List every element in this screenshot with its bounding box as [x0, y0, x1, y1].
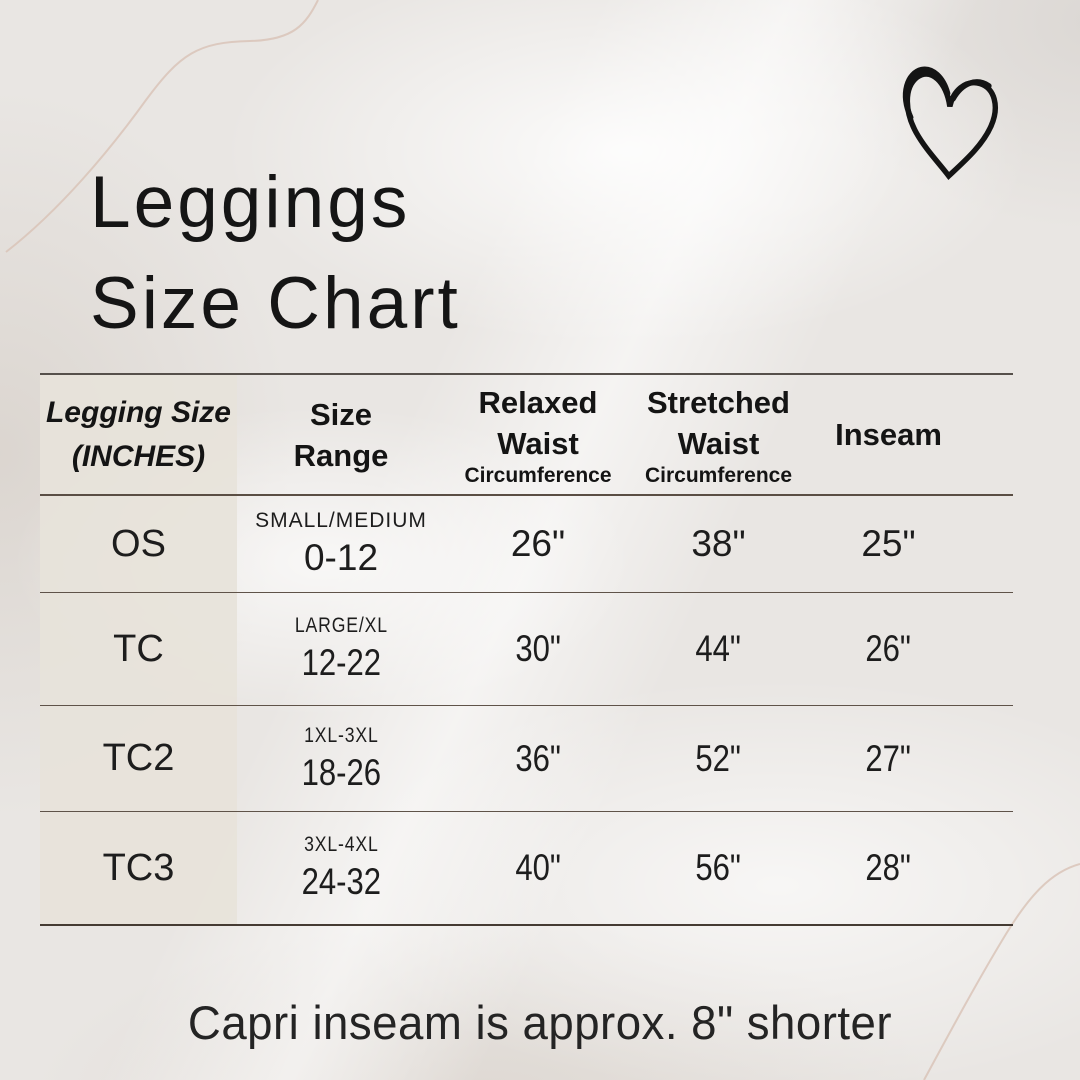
measurement-value: 26": [865, 628, 912, 669]
column-header-relaxed-waist: Relaxed Waist Circumference: [445, 375, 631, 494]
measurement-value: 40": [515, 847, 561, 888]
cell-size: OS: [40, 496, 237, 592]
header-line: Waist: [677, 425, 760, 461]
size-label: TC2: [102, 737, 175, 779]
header-subline: Circumference: [644, 463, 793, 487]
cell-stretched-waist: 56": [631, 812, 806, 924]
size-chart-table: Legging Size (INCHES) Size Range Relaxed…: [40, 373, 1013, 926]
header-line: Size: [309, 396, 373, 432]
header-line: (INCHES): [71, 439, 206, 473]
title-line-1: Leggings: [90, 162, 411, 243]
table-row-tc: TC LARGE/XL 12-22 30" 44" 26": [40, 592, 1013, 705]
range-value: 24-32: [301, 861, 381, 902]
header-line: Waist: [497, 425, 579, 461]
measurement-value: 26": [510, 523, 566, 564]
header-line: Inseam: [835, 417, 942, 452]
size-label: OS: [111, 522, 166, 565]
column-header-stretched-waist: Stretched Waist Circumference: [631, 375, 806, 494]
title-line-2: Size Chart: [90, 263, 461, 344]
header-line: Legging Size: [45, 395, 231, 429]
cell-stretched-waist: 52": [631, 706, 806, 811]
scribble-heart-icon: [902, 66, 998, 180]
measurement-value: 25": [861, 523, 916, 564]
cell-size: TC2: [40, 706, 237, 811]
range-label: SMALL/MEDIUM: [255, 509, 427, 532]
measurement-value: 28": [865, 847, 912, 888]
header-line: Range: [293, 437, 389, 473]
cell-size-range: 1XL-3XL 18-26: [237, 706, 445, 811]
range-value: 12-22: [301, 642, 381, 683]
range-value: 18-26: [301, 751, 381, 793]
range-value: 0-12: [303, 537, 379, 578]
cell-size: TC3: [40, 812, 237, 924]
range-label: LARGE/XL: [294, 614, 388, 637]
cell-relaxed-waist: 40": [445, 812, 631, 924]
header-line: Stretched: [647, 384, 790, 420]
cell-size-range: LARGE/XL 12-22: [237, 593, 445, 705]
column-header-inseam: Inseam: [806, 375, 1013, 494]
cell-size: TC: [40, 593, 237, 705]
cell-stretched-waist: 38": [631, 496, 806, 592]
cell-stretched-waist: 44": [631, 593, 806, 705]
bottom-right-curve: [923, 863, 1080, 1080]
measurement-value: 36": [515, 737, 561, 779]
range-label: 1XL-3XL: [303, 723, 379, 747]
measurement-value: 44": [695, 628, 742, 669]
table-row-tc3: TC3 3XL-4XL 24-32 40" 56" 28": [40, 811, 1013, 924]
column-header-size-range: Size Range: [237, 375, 445, 494]
cell-inseam: 25": [806, 496, 1013, 592]
table-row-tc2: TC2 1XL-3XL 18-26 36" 52" 27": [40, 705, 1013, 811]
cell-size-range: 3XL-4XL 24-32: [237, 812, 445, 924]
measurement-value: 52": [695, 737, 742, 779]
top-left-curve: [5, 0, 319, 253]
measurement-value: 30": [515, 628, 561, 669]
cell-inseam: 26": [806, 593, 1013, 705]
size-label: TC: [113, 627, 164, 670]
size-label: TC3: [102, 846, 175, 889]
measurement-value: 27": [865, 737, 912, 779]
header-subline: Circumference: [464, 463, 612, 487]
capri-note: Capri inseam is approx. 8" shorter: [187, 996, 893, 1049]
cell-inseam: 28": [806, 812, 1013, 924]
header-line: Relaxed: [478, 384, 598, 420]
cell-relaxed-waist: 26": [445, 496, 631, 592]
cell-inseam: 27": [806, 706, 1013, 811]
cell-relaxed-waist: 36": [445, 706, 631, 811]
page-title: Leggings Size Chart: [90, 152, 461, 354]
column-header-legging-size: Legging Size (INCHES): [40, 375, 237, 494]
range-label: 3XL-4XL: [303, 833, 379, 856]
table-row-os: OS SMALL/MEDIUM 0-12 26" 38" 25": [40, 496, 1013, 592]
cell-relaxed-waist: 30": [445, 593, 631, 705]
measurement-value: 56": [695, 847, 742, 888]
table-header-row: Legging Size (INCHES) Size Range Relaxed…: [40, 375, 1013, 496]
cell-size-range: SMALL/MEDIUM 0-12: [237, 496, 445, 592]
measurement-value: 38": [691, 523, 746, 564]
